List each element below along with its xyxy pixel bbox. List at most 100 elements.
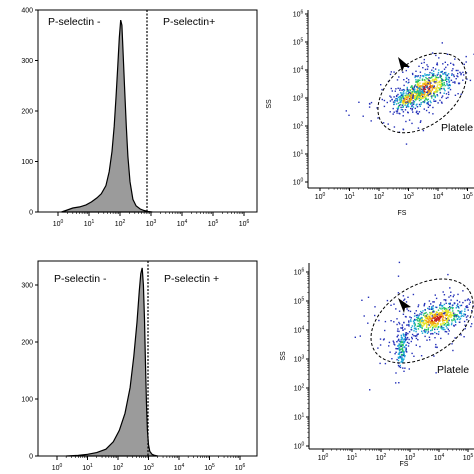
event-dot: [425, 319, 427, 322]
event-dot: [426, 102, 428, 105]
event-dot: [395, 347, 397, 350]
event-dot: [443, 294, 446, 296]
event-dot: [416, 333, 418, 336]
event-dot: [402, 96, 405, 99]
event-dot: [432, 301, 434, 303]
event-dot: [449, 88, 452, 91]
event-dot: [415, 344, 417, 346]
event-dot: [430, 76, 433, 79]
y-tick-label: 104: [293, 66, 304, 75]
event-dot: [410, 86, 412, 88]
event-dot: [405, 344, 407, 346]
event-dot: [416, 319, 418, 321]
event-dot: [416, 325, 419, 327]
event-dot: [416, 110, 418, 112]
event-dot: [407, 112, 409, 114]
event-dot: [417, 317, 419, 319]
event-dot: [411, 92, 414, 95]
event-dot: [468, 303, 471, 305]
event-dot: [412, 73, 414, 76]
event-dot: [432, 320, 435, 323]
event-dot: [399, 89, 401, 91]
event-dot: [401, 337, 403, 339]
x-tick-label: 103: [405, 453, 416, 462]
event-dot: [401, 97, 403, 99]
event-dot: [404, 339, 407, 341]
event-dot: [400, 327, 402, 329]
event-dot: [434, 331, 436, 334]
event-dot: [425, 329, 427, 331]
event-dot: [369, 389, 371, 391]
event-dot: [408, 321, 410, 323]
y-tick-label: 100: [293, 178, 304, 187]
event-dot: [406, 105, 408, 107]
event-dot: [435, 81, 437, 83]
event-dot: [447, 87, 449, 90]
event-dot: [416, 320, 419, 322]
event-dot: [451, 308, 454, 310]
event-dot: [379, 344, 382, 346]
event-dot: [410, 102, 412, 105]
event-dot: [424, 81, 426, 83]
event-dot: [418, 65, 420, 67]
event-dot: [397, 96, 400, 99]
event-dot: [434, 68, 437, 70]
event-dot: [396, 341, 398, 343]
event-dot: [441, 71, 443, 73]
event-dot: [437, 333, 440, 335]
event-dot: [402, 91, 405, 93]
event-dot: [459, 310, 461, 313]
event-dot: [445, 331, 448, 333]
event-dot: [368, 106, 371, 108]
event-dot: [427, 65, 429, 68]
event-dot: [452, 74, 455, 76]
event-dot: [452, 312, 454, 314]
event-dot: [460, 72, 462, 75]
event-dot: [402, 351, 404, 354]
event-dot: [465, 72, 468, 74]
y-tick-label: 103: [293, 94, 304, 103]
event-dot: [423, 322, 425, 324]
event-dot: [453, 314, 456, 316]
event-dot: [447, 307, 450, 309]
event-dot: [425, 109, 428, 112]
event-dot: [415, 314, 418, 317]
event-dot: [370, 120, 372, 122]
event-dot: [416, 90, 418, 93]
x-tick-label: 102: [115, 219, 126, 228]
event-dot: [459, 71, 461, 74]
event-dot: [427, 321, 430, 324]
event-dot: [418, 325, 420, 327]
event-dot: [466, 299, 469, 301]
event-dot: [448, 87, 451, 89]
event-dot: [415, 337, 418, 340]
event-dot: [432, 323, 434, 325]
event-dot: [459, 318, 461, 321]
event-dot: [394, 353, 396, 355]
event-dot: [444, 61, 446, 63]
event-dot: [424, 302, 426, 305]
event-dot: [415, 111, 418, 113]
event-dot: [453, 316, 456, 318]
x-tick-label: 103: [403, 192, 414, 201]
y-tick-label: 100: [21, 397, 33, 404]
event-dot: [460, 304, 463, 307]
event-dot: [447, 91, 450, 93]
event-dot: [399, 364, 401, 367]
event-dot: [428, 324, 430, 326]
event-dot: [421, 324, 423, 327]
event-dot: [434, 294, 436, 296]
event-dot: [421, 326, 423, 328]
event-dot: [389, 111, 391, 113]
event-dot: [383, 105, 386, 108]
event-dot: [435, 89, 437, 92]
event-dot: [395, 110, 398, 112]
event-dot: [422, 310, 424, 312]
histogram-bottom: P-selectin - P-selectin + 0 100 200 300 100…: [21, 260, 258, 472]
event-dot: [418, 89, 421, 91]
event-dot: [427, 95, 429, 97]
event-dot: [384, 329, 386, 332]
event-dot: [438, 57, 440, 59]
event-dot: [434, 91, 436, 94]
event-dot: [396, 112, 398, 114]
